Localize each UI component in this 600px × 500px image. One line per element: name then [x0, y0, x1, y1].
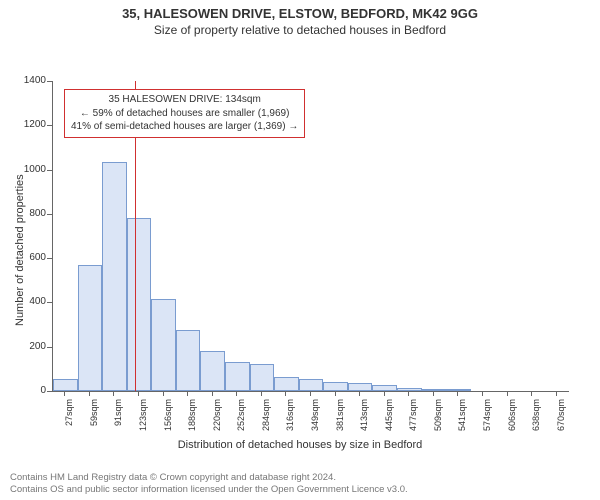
y-tick-label: 200 [14, 341, 46, 352]
histogram-bar [176, 330, 201, 391]
y-tick-label: 0 [14, 385, 46, 396]
x-tick-mark [359, 391, 360, 396]
y-tick-mark [47, 170, 52, 171]
x-tick-mark [408, 391, 409, 396]
footer: Contains HM Land Registry data © Crown c… [10, 472, 408, 496]
x-tick-label: 606sqm [507, 399, 517, 449]
x-tick-mark [556, 391, 557, 396]
histogram-bar [102, 162, 127, 391]
x-tick-mark [187, 391, 188, 396]
x-tick-mark [113, 391, 114, 396]
footer-line-1: Contains HM Land Registry data © Crown c… [10, 472, 408, 484]
y-tick-mark [47, 125, 52, 126]
x-tick-label: 156sqm [163, 399, 173, 449]
histogram-bar [250, 364, 275, 391]
chart-title-main: 35, HALESOWEN DRIVE, ELSTOW, BEDFORD, MK… [0, 6, 600, 21]
y-tick-mark [47, 302, 52, 303]
x-tick-label: 509sqm [433, 399, 443, 449]
histogram-bar [225, 362, 250, 391]
x-tick-mark [89, 391, 90, 396]
histogram-bar [323, 382, 348, 391]
x-tick-label: 188sqm [187, 399, 197, 449]
histogram-bar [348, 383, 373, 391]
x-tick-label: 59sqm [89, 399, 99, 449]
y-tick-label: 800 [14, 208, 46, 219]
x-tick-mark [433, 391, 434, 396]
x-tick-label: 284sqm [261, 399, 271, 449]
histogram-bar [274, 377, 299, 391]
x-tick-mark [138, 391, 139, 396]
x-tick-mark [310, 391, 311, 396]
x-tick-label: 27sqm [64, 399, 74, 449]
x-tick-label: 91sqm [113, 399, 123, 449]
x-tick-label: 574sqm [482, 399, 492, 449]
x-tick-mark [285, 391, 286, 396]
x-tick-mark [335, 391, 336, 396]
y-tick-mark [47, 391, 52, 392]
x-tick-label: 316sqm [285, 399, 295, 449]
histogram-bar [446, 389, 471, 391]
x-tick-label: 541sqm [457, 399, 467, 449]
x-tick-label: 381sqm [335, 399, 345, 449]
histogram-bar [151, 299, 176, 391]
annotation-line: ← 59% of detached houses are smaller (1,… [71, 107, 298, 121]
y-tick-mark [47, 214, 52, 215]
histogram-bar [397, 388, 422, 391]
histogram-bar [53, 379, 78, 391]
histogram-bar [299, 379, 324, 391]
y-tick-mark [47, 258, 52, 259]
x-tick-mark [457, 391, 458, 396]
y-tick-mark [47, 81, 52, 82]
y-tick-mark [47, 347, 52, 348]
histogram-bar [372, 385, 397, 391]
x-tick-label: 670sqm [556, 399, 566, 449]
x-tick-label: 477sqm [408, 399, 418, 449]
y-tick-label: 600 [14, 252, 46, 263]
x-tick-label: 445sqm [384, 399, 394, 449]
x-tick-mark [384, 391, 385, 396]
x-tick-mark [236, 391, 237, 396]
x-tick-mark [163, 391, 164, 396]
annotation-line: 41% of semi-detached houses are larger (… [71, 120, 298, 134]
x-tick-label: 638sqm [531, 399, 541, 449]
y-tick-label: 1000 [14, 164, 46, 175]
x-tick-label: 123sqm [138, 399, 148, 449]
y-tick-label: 1200 [14, 119, 46, 130]
x-tick-mark [64, 391, 65, 396]
annotation-line: 35 HALESOWEN DRIVE: 134sqm [71, 93, 298, 107]
y-tick-label: 400 [14, 296, 46, 307]
x-tick-label: 220sqm [212, 399, 222, 449]
chart-title-sub: Size of property relative to detached ho… [0, 23, 600, 37]
x-tick-mark [482, 391, 483, 396]
chart-container: Number of detached properties Distributi… [0, 37, 600, 457]
x-tick-mark [261, 391, 262, 396]
x-tick-label: 349sqm [310, 399, 320, 449]
histogram-bar [78, 265, 103, 391]
x-tick-mark [507, 391, 508, 396]
x-tick-mark [212, 391, 213, 396]
x-tick-label: 252sqm [236, 399, 246, 449]
footer-line-2: Contains OS and public sector informatio… [10, 484, 408, 496]
histogram-bar [422, 389, 447, 391]
x-tick-label: 413sqm [359, 399, 369, 449]
y-tick-label: 1400 [14, 75, 46, 86]
histogram-bar [127, 218, 152, 391]
annotation-box: 35 HALESOWEN DRIVE: 134sqm← 59% of detac… [64, 89, 305, 138]
x-tick-mark [531, 391, 532, 396]
histogram-bar [200, 351, 225, 391]
